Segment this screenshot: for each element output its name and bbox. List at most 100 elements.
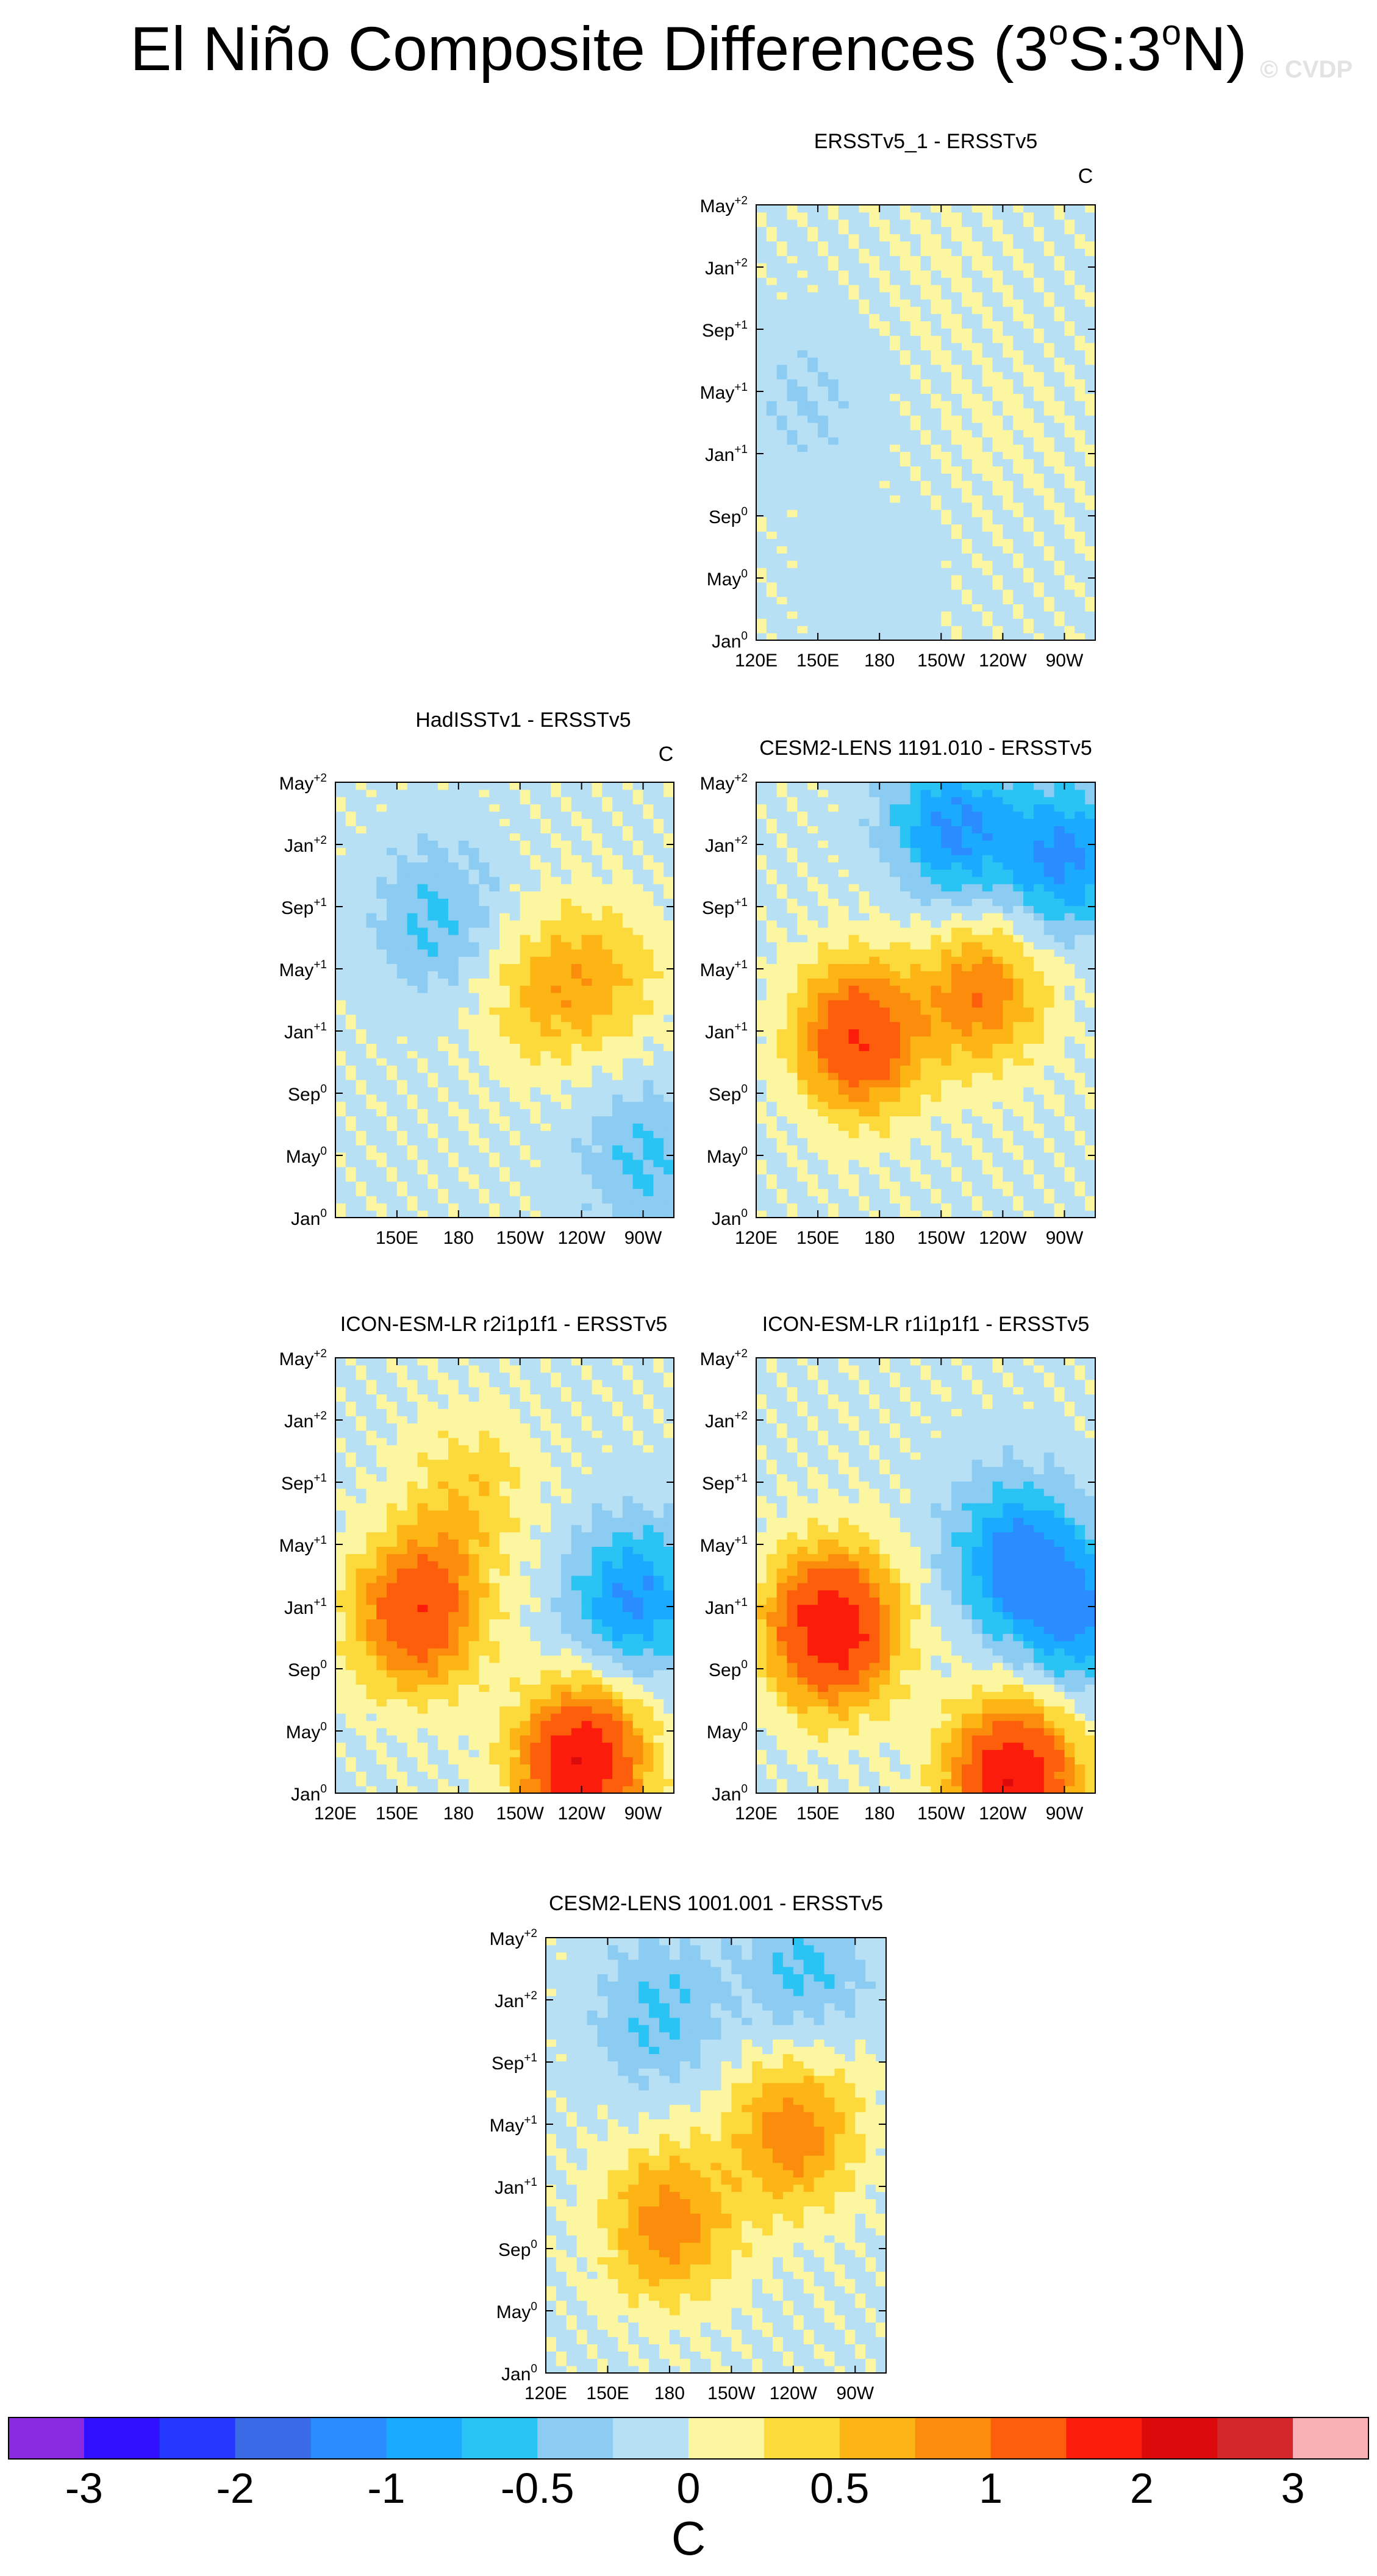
field-cell (890, 531, 901, 539)
field-cell (417, 818, 428, 826)
field-cell (859, 313, 870, 321)
field-cell (1054, 1043, 1065, 1051)
field-cell (941, 357, 952, 365)
field-cell (1013, 618, 1024, 626)
field-cell (879, 1159, 890, 1168)
field-cell (756, 393, 767, 401)
field-cell (941, 429, 952, 438)
field-cell (818, 531, 829, 539)
field-cell (1003, 1051, 1014, 1058)
field-cell (366, 1159, 377, 1168)
field-cell (1033, 574, 1045, 583)
field-cell (962, 1166, 973, 1175)
field-cell (438, 1051, 449, 1058)
field-cell (1013, 212, 1024, 220)
field-cell (797, 589, 808, 598)
field-cell (1023, 415, 1034, 423)
field-cell (387, 833, 398, 841)
field-cell (345, 789, 357, 797)
field-cell (787, 234, 798, 242)
field-cell (890, 611, 901, 619)
field-cell (1043, 357, 1055, 365)
field-cell (756, 364, 767, 373)
y-tick-label: May+1 (279, 958, 327, 980)
field-cell (345, 782, 357, 790)
field-cell (1085, 560, 1095, 568)
field-cell (890, 255, 901, 263)
field-cell (622, 1152, 634, 1160)
field-cell (1003, 633, 1014, 640)
field-cell (427, 1196, 438, 1204)
field-cell (900, 582, 911, 590)
field-cell (448, 1007, 459, 1015)
field-cell (643, 1196, 654, 1204)
field-cell (499, 1043, 510, 1051)
field-cell (407, 782, 418, 790)
field-cell (407, 1181, 418, 1189)
field-cell (489, 971, 500, 979)
field-cell (427, 963, 438, 971)
field-cell (448, 1072, 459, 1080)
field-cell (509, 1000, 521, 1008)
field-cell (807, 473, 818, 481)
field-cell (1085, 1043, 1095, 1051)
field-cell (376, 1007, 387, 1015)
field-cell (387, 949, 398, 957)
field-cell (561, 963, 572, 971)
field-cell (551, 876, 562, 885)
field-cell (992, 458, 1003, 466)
field-cell (900, 1196, 911, 1204)
field-cell (530, 927, 541, 935)
field-cell (951, 1123, 962, 1131)
field-cell (951, 611, 962, 619)
field-cell (818, 1116, 829, 1124)
field-cell (468, 1007, 479, 1015)
field-cell (787, 284, 798, 293)
field-cell (787, 538, 798, 546)
field-cell (931, 524, 942, 532)
field-cell (890, 1029, 901, 1037)
x-tick-label: 120W (979, 651, 1027, 671)
field-cell (530, 1101, 541, 1110)
field-cell (592, 1051, 603, 1058)
field-cell (807, 1007, 818, 1015)
field-cell (1043, 1021, 1055, 1030)
field-cell (396, 1094, 408, 1102)
field-cell (376, 818, 387, 826)
field-cell (920, 1072, 931, 1080)
field-cell (776, 393, 788, 401)
field-cell (520, 840, 531, 848)
field-cell (900, 415, 911, 423)
field-cell (1033, 509, 1045, 518)
field-cell (335, 869, 346, 877)
field-cell (900, 568, 911, 576)
field-cell (838, 423, 849, 430)
field-cell (1085, 1072, 1095, 1080)
field-cell (427, 1174, 438, 1182)
field-cell (838, 444, 849, 452)
field-cell (1013, 299, 1024, 307)
field-cell (1033, 415, 1045, 423)
field-cell (1085, 371, 1095, 380)
field-cell (417, 913, 428, 921)
field-cell (458, 789, 470, 797)
field-cell (653, 963, 664, 971)
field-cell (1033, 1094, 1045, 1102)
field-cell (561, 1065, 572, 1073)
field-cell (509, 1029, 521, 1037)
field-cell (776, 582, 788, 590)
field-cell (335, 1138, 346, 1146)
field-cell (335, 1152, 346, 1160)
field-cell (859, 458, 870, 466)
field-cell (551, 1210, 562, 1218)
field-cell (1075, 611, 1086, 619)
field-cell (859, 524, 870, 532)
field-cell (479, 1145, 490, 1153)
field-cell (489, 1036, 500, 1044)
field-cell (396, 876, 408, 885)
field-cell (581, 1123, 592, 1131)
field-cell (807, 1065, 818, 1073)
field-cell (807, 488, 818, 496)
field-cell (787, 401, 798, 409)
field-cell (797, 516, 808, 525)
